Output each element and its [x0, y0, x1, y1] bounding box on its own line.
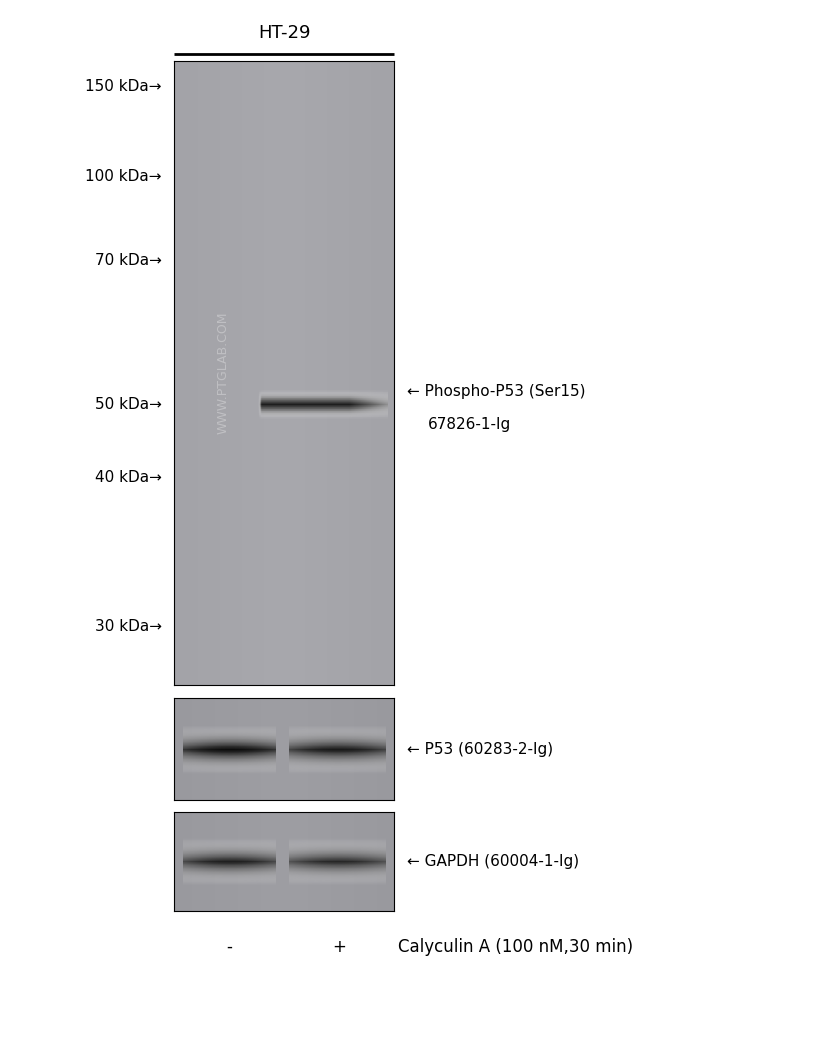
Text: 150 kDa→: 150 kDa→ [85, 79, 162, 93]
Text: +: + [332, 938, 346, 956]
Text: -: - [227, 938, 232, 956]
Text: 70 kDa→: 70 kDa→ [95, 253, 162, 268]
Text: ← GAPDH (60004-1-Ig): ← GAPDH (60004-1-Ig) [407, 854, 579, 869]
Text: ← P53 (60283-2-Ig): ← P53 (60283-2-Ig) [407, 741, 553, 757]
Text: 67826-1-Ig: 67826-1-Ig [427, 417, 510, 432]
Text: 40 kDa→: 40 kDa→ [95, 470, 162, 485]
Text: WWW.PTGLAB.COM: WWW.PTGLAB.COM [216, 312, 229, 434]
Text: Calyculin A (100 nM,30 min): Calyculin A (100 nM,30 min) [398, 938, 633, 956]
Text: 30 kDa→: 30 kDa→ [95, 620, 162, 634]
Text: ← Phospho-P53 (Ser15): ← Phospho-P53 (Ser15) [407, 384, 585, 399]
Text: 50 kDa→: 50 kDa→ [95, 397, 162, 412]
Text: HT-29: HT-29 [258, 24, 310, 42]
Text: 100 kDa→: 100 kDa→ [85, 169, 162, 184]
